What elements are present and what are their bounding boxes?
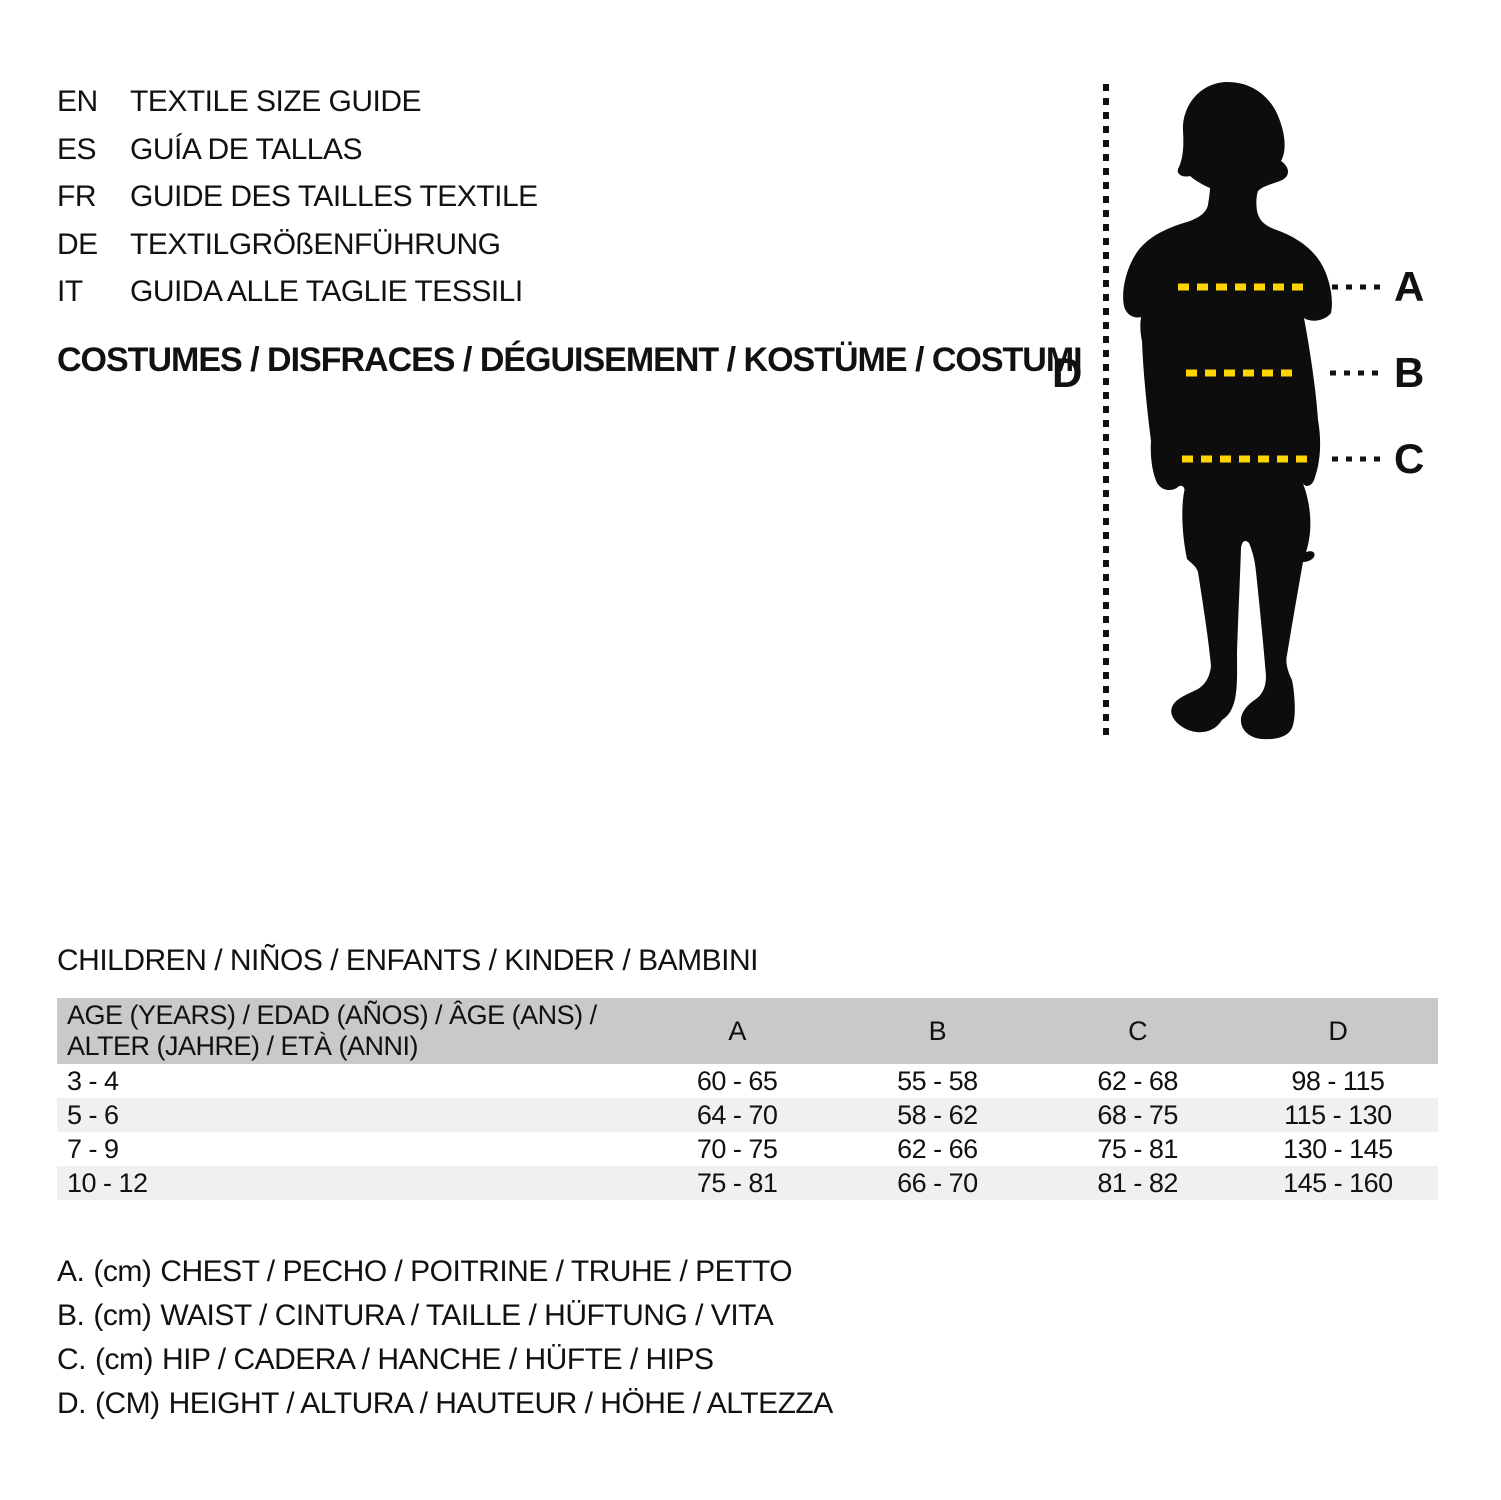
legend-key: B. — [57, 1299, 85, 1332]
legend-unit: (cm) — [95, 1343, 153, 1376]
height-cell: 98 - 115 — [1291, 1065, 1385, 1096]
language-row-fr: FR GUIDE DES TAILLES TEXTILE — [57, 179, 538, 227]
chest-cell: 70 - 75 — [696, 1133, 778, 1164]
waist-cell: 66 - 70 — [897, 1167, 978, 1198]
waist-cell: 58 - 62 — [897, 1099, 978, 1130]
age-cell: 3 - 4 — [67, 1065, 119, 1096]
children-section-title: CHILDREN / NIÑOS / ENFANTS / KINDER / BA… — [57, 944, 758, 977]
category-line: COSTUMES / DISFRACES / DÉGUISEMENT / KOS… — [57, 341, 1083, 379]
language-row-it: IT GUIDA ALLE TAGLIE TESSILI — [57, 274, 538, 322]
language-title-list: EN TEXTILE SIZE GUIDE ES GUÍA DE TALLAS … — [57, 84, 538, 322]
legend-row-hip: C. (cm) HIP / CADERA / HANCHE / HÜFTE / HI… — [57, 1342, 833, 1386]
age-column-header: AGE (YEARS) / EDAD (AÑOS) / ÂGE (ANS) / … — [57, 998, 638, 1064]
column-header-d: D — [1237, 998, 1438, 1064]
legend-unit: (cm) — [93, 1299, 152, 1332]
size-table-container: AGE (YEARS) / EDAD (AÑOS) / ÂGE (ANS) / … — [57, 998, 1438, 1200]
measurement-diagram: D A B C — [1052, 81, 1424, 740]
measurement-legend: A. (cm) CHEST / PECHO / POITRINE / TRUHE /… — [57, 1254, 833, 1430]
size-guide-title-de: TEXTILGRÖßENFÜHRUNG — [130, 227, 501, 261]
legend-label: WAIST / CINTURA / TAILLE / HÜFTUNG / VIT… — [160, 1299, 774, 1332]
legend-row-waist: B. (cm) WAIST / CINTURA / TAILLE / HÜFTUNG… — [57, 1298, 833, 1342]
legend-key: C. — [57, 1343, 87, 1376]
chest-cell: 64 - 70 — [696, 1099, 778, 1130]
height-cell: 115 - 130 — [1284, 1099, 1392, 1130]
language-code: EN — [57, 85, 98, 118]
column-header-b: B — [837, 998, 1038, 1064]
measure-label-b: B — [1394, 349, 1424, 396]
height-cell: 130 - 145 — [1283, 1133, 1393, 1164]
table-row: 10 - 12 75 - 81 66 - 70 81 - 82 145 - 16… — [57, 1166, 1438, 1200]
table-header-row: AGE (YEARS) / EDAD (AÑOS) / ÂGE (ANS) / … — [57, 998, 1438, 1064]
legend-row-height: D. (CM) HEIGHT / ALTURA / HAUTEUR / HÖHE /… — [57, 1386, 833, 1430]
legend-row-chest: A. (cm) CHEST / PECHO / POITRINE / TRUHE /… — [57, 1254, 833, 1298]
language-row-es: ES GUÍA DE TALLAS — [57, 132, 538, 180]
language-code: IT — [57, 275, 83, 308]
table-row: 5 - 6 64 - 70 58 - 62 68 - 75 115 - 130 — [57, 1098, 1438, 1132]
hip-cell: 68 - 75 — [1097, 1099, 1178, 1130]
measure-label-d: D — [1052, 349, 1082, 396]
legend-key: D. — [57, 1387, 87, 1420]
table-row: 7 - 9 70 - 75 62 - 66 75 - 81 130 - 145 — [57, 1132, 1438, 1166]
hip-cell: 62 - 68 — [1097, 1065, 1178, 1096]
size-guide-title-es: GUÍA DE TALLAS — [130, 132, 363, 166]
legend-label: HEIGHT / ALTURA / HAUTEUR / HÖHE / ALTEZ… — [168, 1387, 834, 1420]
chest-cell: 60 - 65 — [696, 1065, 778, 1096]
waist-cell: 62 - 66 — [897, 1133, 978, 1164]
child-silhouette — [1123, 81, 1332, 740]
hip-cell: 81 - 82 — [1097, 1167, 1178, 1198]
size-guide-title-fr: GUIDE DES TAILLES TEXTILE — [130, 180, 538, 213]
language-code: ES — [57, 132, 97, 166]
column-header-a: A — [637, 998, 838, 1064]
age-header-line1: AGE (YEARS) / EDAD (AÑOS) / ÂGE (ANS) / — [67, 1000, 597, 1030]
size-table: AGE (YEARS) / EDAD (AÑOS) / ÂGE (ANS) / … — [57, 998, 1438, 1200]
measure-label-a: A — [1394, 263, 1424, 310]
size-guide-title-en: TEXTILE SIZE GUIDE — [130, 85, 422, 118]
table-row: 3 - 4 60 - 65 55 - 58 62 - 68 98 - 115 — [57, 1064, 1438, 1098]
measure-label-c: C — [1394, 435, 1424, 482]
legend-unit: (CM) — [95, 1387, 160, 1420]
legend-label: CHEST / PECHO / POITRINE / TRUHE / PETTO — [160, 1255, 793, 1288]
legend-key: A. — [57, 1255, 85, 1288]
height-cell: 145 - 160 — [1283, 1167, 1393, 1198]
language-code: DE — [57, 227, 98, 261]
language-code: FR — [57, 180, 97, 213]
column-header-c: C — [1037, 998, 1238, 1064]
size-guide-title-it: GUIDA ALLE TAGLIE TESSILI — [130, 275, 523, 308]
age-header-line2: ALTER (JAHRE) / ETÀ (ANNI) — [67, 1031, 419, 1061]
age-cell: 10 - 12 — [67, 1167, 148, 1198]
language-row-de: DE TEXTILGRÖßENFÜHRUNG — [57, 227, 538, 275]
language-row-en: EN TEXTILE SIZE GUIDE — [57, 84, 538, 132]
age-cell: 7 - 9 — [67, 1133, 119, 1164]
legend-label: HIP / CADERA / HANCHE / HÜFTE / HIPS — [161, 1343, 714, 1376]
age-cell: 5 - 6 — [67, 1099, 119, 1130]
legend-unit: (cm) — [93, 1255, 152, 1288]
hip-cell: 75 - 81 — [1097, 1133, 1178, 1164]
chest-cell: 75 - 81 — [696, 1167, 778, 1198]
waist-cell: 55 - 58 — [897, 1065, 978, 1096]
